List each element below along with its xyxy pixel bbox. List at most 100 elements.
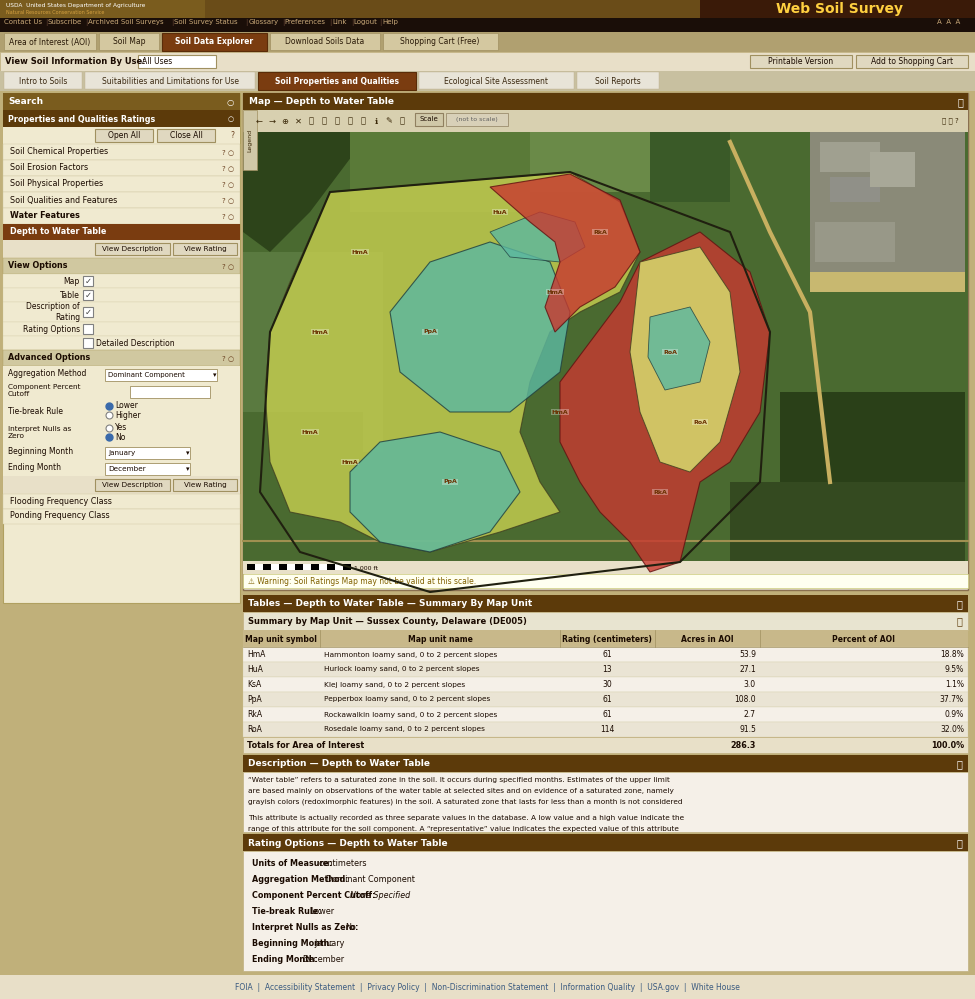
Bar [730, 132, 810, 232]
Polygon shape [243, 132, 370, 252]
Text: Area of Interest (AOI): Area of Interest (AOI) [10, 38, 91, 47]
Text: HmA: HmA [552, 410, 568, 415]
Polygon shape [350, 432, 520, 552]
Text: Rating (centimeters): Rating (centimeters) [562, 634, 652, 643]
Text: Totals for Area of Interest: Totals for Area of Interest [247, 740, 364, 749]
Text: Yes: Yes [115, 424, 128, 433]
Bar [3, 258, 240, 274]
Bar [243, 132, 968, 561]
Text: ⧉: ⧉ [956, 838, 962, 848]
Text: 3.0: 3.0 [744, 680, 756, 689]
Text: HmA: HmA [247, 650, 265, 659]
Text: FOIA  |  Accessibility Statement  |  Privacy Policy  |  Non-Discrimination State: FOIA | Accessibility Statement | Privacy… [235, 982, 739, 991]
Text: ✓: ✓ [85, 277, 92, 286]
Bar [327, 564, 335, 570]
Bar [383, 33, 498, 50]
Text: Soil Erosion Factors: Soil Erosion Factors [10, 164, 88, 173]
Text: Properties and Qualities Ratings: Properties and Qualities Ratings [8, 115, 155, 124]
Bar [99, 33, 159, 50]
Text: ?: ? [230, 132, 234, 141]
Text: Soil Properties and Qualities: Soil Properties and Qualities [275, 77, 399, 86]
Text: Web Soil Survey: Web Soil Survey [776, 2, 904, 16]
Polygon shape [490, 212, 585, 262]
Bar [243, 647, 968, 662]
Text: Beginning Month:: Beginning Month: [252, 938, 332, 947]
Text: ○: ○ [227, 98, 234, 107]
Text: Percent of AOI: Percent of AOI [833, 634, 895, 643]
Text: Logout: Logout [354, 19, 377, 25]
Text: ▾: ▾ [186, 450, 189, 456]
Bar [95, 129, 153, 142]
Bar [3, 366, 240, 382]
Text: A  A  A: A A A [937, 19, 960, 25]
Text: HuA: HuA [247, 665, 263, 674]
Text: ✓: ✓ [85, 308, 92, 317]
Bar [0, 975, 975, 999]
Text: Advanced Options: Advanced Options [8, 354, 91, 363]
Text: |: | [330, 19, 332, 26]
Text: Open All: Open All [108, 132, 140, 141]
Bar [870, 152, 915, 187]
Bar [650, 132, 730, 202]
Text: are based mainly on observations of the water table at selected sites and on evi: are based mainly on observations of the … [248, 788, 674, 794]
Text: 1.1%: 1.1% [945, 680, 964, 689]
Bar [173, 479, 237, 491]
Bar [243, 851, 968, 971]
Text: 61: 61 [603, 710, 612, 719]
Bar [830, 177, 880, 202]
Bar [3, 144, 240, 160]
Text: ⧉: ⧉ [957, 97, 963, 107]
Text: Shopping Cart (Free): Shopping Cart (Free) [401, 38, 480, 47]
Bar [243, 561, 968, 574]
Text: 30: 30 [603, 680, 612, 689]
Bar [83, 324, 93, 334]
Text: December: December [302, 954, 345, 963]
Text: Description of
Rating: Description of Rating [26, 303, 80, 322]
Bar [3, 160, 240, 176]
Text: 18.8%: 18.8% [940, 650, 964, 659]
Bar [243, 574, 968, 588]
Bar [335, 564, 343, 570]
Text: Summary by Map Unit — Sussex County, Delaware (DE005): Summary by Map Unit — Sussex County, Del… [248, 616, 526, 625]
Text: ? ○: ? ○ [222, 263, 234, 269]
Text: 91.5: 91.5 [739, 725, 756, 734]
Text: 114: 114 [600, 725, 614, 734]
Bar [243, 677, 968, 692]
Text: Soil Physical Properties: Soil Physical Properties [10, 180, 103, 189]
Text: RkA: RkA [593, 230, 606, 235]
Text: Map: Map [63, 277, 80, 286]
Text: Higher: Higher [115, 411, 140, 420]
Bar [243, 662, 968, 677]
Text: 61: 61 [603, 650, 612, 659]
Text: RoA: RoA [693, 420, 707, 425]
Text: Depth to Water Table: Depth to Water Table [10, 228, 106, 237]
Text: PpA: PpA [423, 330, 437, 335]
Text: No: No [345, 922, 357, 931]
Bar [415, 113, 443, 126]
Text: |: | [282, 19, 284, 26]
Text: ⎕: ⎕ [400, 117, 405, 126]
Text: Rating Options: Rating Options [22, 325, 80, 334]
Text: |: | [85, 19, 88, 26]
Bar [700, 0, 975, 18]
Text: Interpret Nulls as Zero:: Interpret Nulls as Zero: [252, 922, 359, 931]
Bar [3, 288, 240, 302]
Text: HmA: HmA [301, 430, 319, 435]
Text: Beginning Month: Beginning Month [8, 448, 73, 457]
Bar [350, 132, 530, 212]
Bar [243, 755, 968, 772]
Bar [130, 386, 210, 398]
Text: Map unit name: Map unit name [408, 634, 473, 643]
Text: 1,000 ft: 1,000 ft [354, 565, 378, 570]
Text: Map — Depth to Water Table: Map — Depth to Water Table [249, 98, 394, 107]
Text: Printable Version: Printable Version [768, 58, 834, 67]
Bar [3, 302, 240, 322]
Text: ? ○: ? ○ [222, 355, 234, 361]
Text: Table: Table [60, 291, 80, 300]
Text: View Rating: View Rating [183, 246, 226, 252]
Text: January: January [314, 938, 345, 947]
Text: Rosedale loamy sand, 0 to 2 percent slopes: Rosedale loamy sand, 0 to 2 percent slop… [324, 726, 485, 732]
Bar [3, 274, 240, 288]
Bar [820, 142, 880, 172]
Text: ⬜: ⬜ [334, 117, 339, 126]
